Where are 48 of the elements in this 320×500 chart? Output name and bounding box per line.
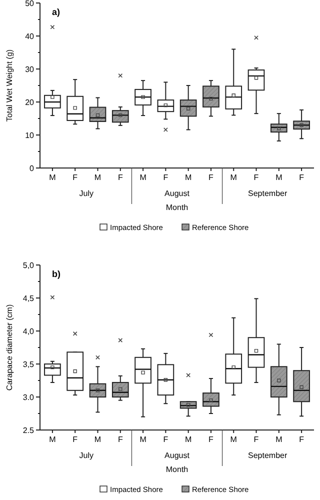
x-tick-label: M bbox=[230, 173, 238, 182]
x-tick-label: F bbox=[299, 435, 304, 444]
text: July bbox=[79, 451, 94, 460]
x-tick-label: F bbox=[163, 435, 168, 444]
chart-title: a) bbox=[52, 7, 60, 17]
x-tick-label: M bbox=[94, 173, 102, 182]
y-tick-label: 20 bbox=[25, 98, 35, 107]
x-tick-label: F bbox=[118, 173, 123, 182]
y-tick-label: 2.5 bbox=[22, 426, 35, 435]
y-tick-label: 0 bbox=[30, 164, 35, 173]
y-tick-label: 4,5 bbox=[22, 294, 35, 303]
x-tick-label: F bbox=[299, 173, 304, 182]
x-tick-label: F bbox=[72, 173, 78, 182]
text: September bbox=[248, 189, 288, 198]
y-tick-label: 5,0 bbox=[22, 260, 35, 270]
x-tick-label: F bbox=[254, 435, 259, 444]
y-axis-title: Total Wet Weight (g) bbox=[5, 49, 14, 122]
y-axis-title: Carapace diameter (cm) bbox=[5, 304, 14, 391]
x-tick-label: F bbox=[118, 435, 123, 444]
x-axis-title: Month bbox=[166, 465, 188, 474]
y-tick-label: 40 bbox=[25, 32, 35, 41]
x-tick-label: F bbox=[208, 173, 214, 182]
x-tick-label: M bbox=[230, 435, 238, 444]
x-tick-label: M bbox=[49, 435, 56, 444]
chart-title: b) bbox=[52, 269, 60, 279]
x-tick-label: M bbox=[184, 173, 192, 182]
y-tick-label: 10 bbox=[25, 130, 35, 140]
text: August bbox=[164, 189, 190, 198]
text: September bbox=[248, 451, 288, 460]
text: July bbox=[79, 189, 94, 198]
x-tick-label: M bbox=[49, 173, 56, 182]
x-tick-label: F bbox=[72, 435, 78, 444]
text: August bbox=[164, 451, 190, 460]
x-tick-label: F bbox=[208, 435, 214, 444]
x-tick-label: M bbox=[276, 435, 283, 444]
y-tick-label: 30 bbox=[25, 64, 35, 74]
x-tick-label: F bbox=[163, 173, 168, 182]
x-tick-label: F bbox=[254, 173, 259, 182]
x-tick-label: M bbox=[140, 435, 147, 444]
x-tick-label: M bbox=[140, 173, 147, 182]
y-tick-label: 50 bbox=[25, 0, 35, 8]
x-tick-label: M bbox=[94, 435, 102, 444]
x-tick-label: M bbox=[276, 173, 283, 182]
x-axis-title: Month bbox=[166, 203, 188, 212]
y-tick-label: 4,0 bbox=[22, 326, 35, 336]
y-tick-label: 3.0 bbox=[22, 392, 35, 402]
x-tick-label: M bbox=[184, 435, 192, 444]
y-tick-label: 3,5 bbox=[22, 360, 35, 369]
